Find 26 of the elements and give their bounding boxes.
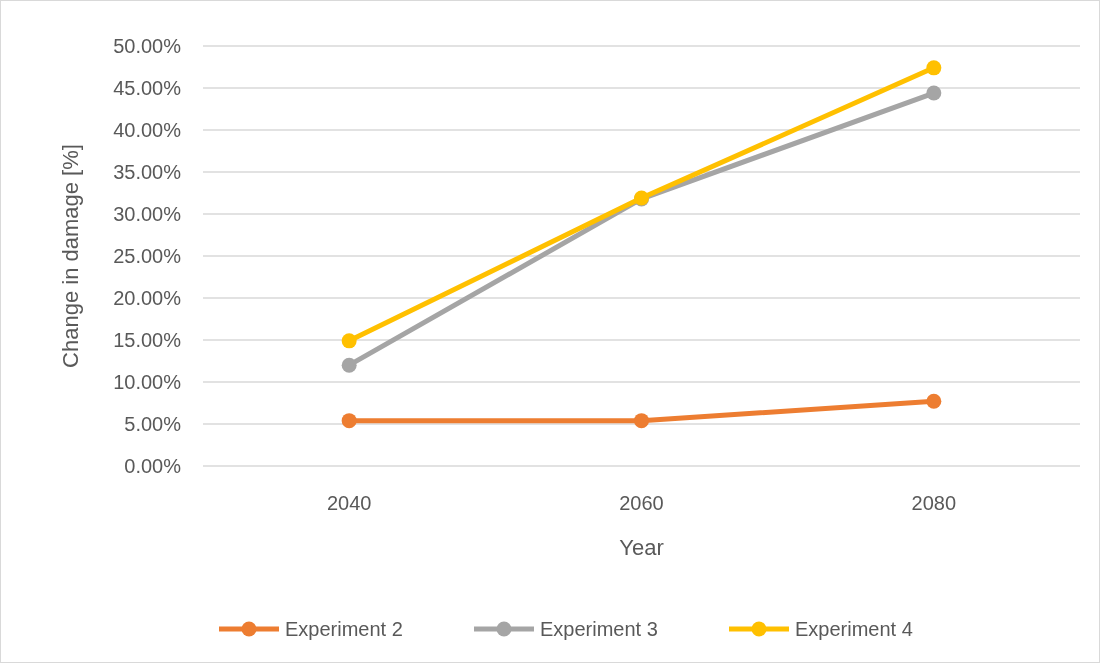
y-tick-label: 40.00% [113,119,182,141]
x-tick-label: 2080 [911,492,957,514]
point [926,60,942,76]
y-tick-label: 25.00% [113,245,182,267]
legend-label: Experiment 3 [540,618,658,640]
y-tick-label: 50.00% [113,35,182,57]
point [341,357,357,373]
y-tick-label: 45.00% [113,77,182,99]
point [341,333,357,349]
legend-label: Experiment 2 [285,618,403,640]
x-tick-label: 2060 [619,492,664,514]
y-tick-label: 5.00% [124,413,182,435]
y-tick-label: 35.00% [113,161,182,183]
y-tick-label: 10.00% [113,371,182,393]
y-tick-label: 15.00% [113,329,182,351]
y-tick-label: 30.00% [113,203,182,225]
point [926,85,942,101]
point [926,393,942,409]
x-tick-label: 2040 [326,492,372,514]
point [634,413,649,429]
x-axis-title: Year [619,535,664,560]
point [341,413,357,429]
y-tick-label: 0.00% [124,455,182,477]
y-axis-title: Change in damage [%] [58,144,83,368]
legend-label: Experiment 4 [795,618,913,640]
y-tick-label: 20.00% [113,287,182,309]
